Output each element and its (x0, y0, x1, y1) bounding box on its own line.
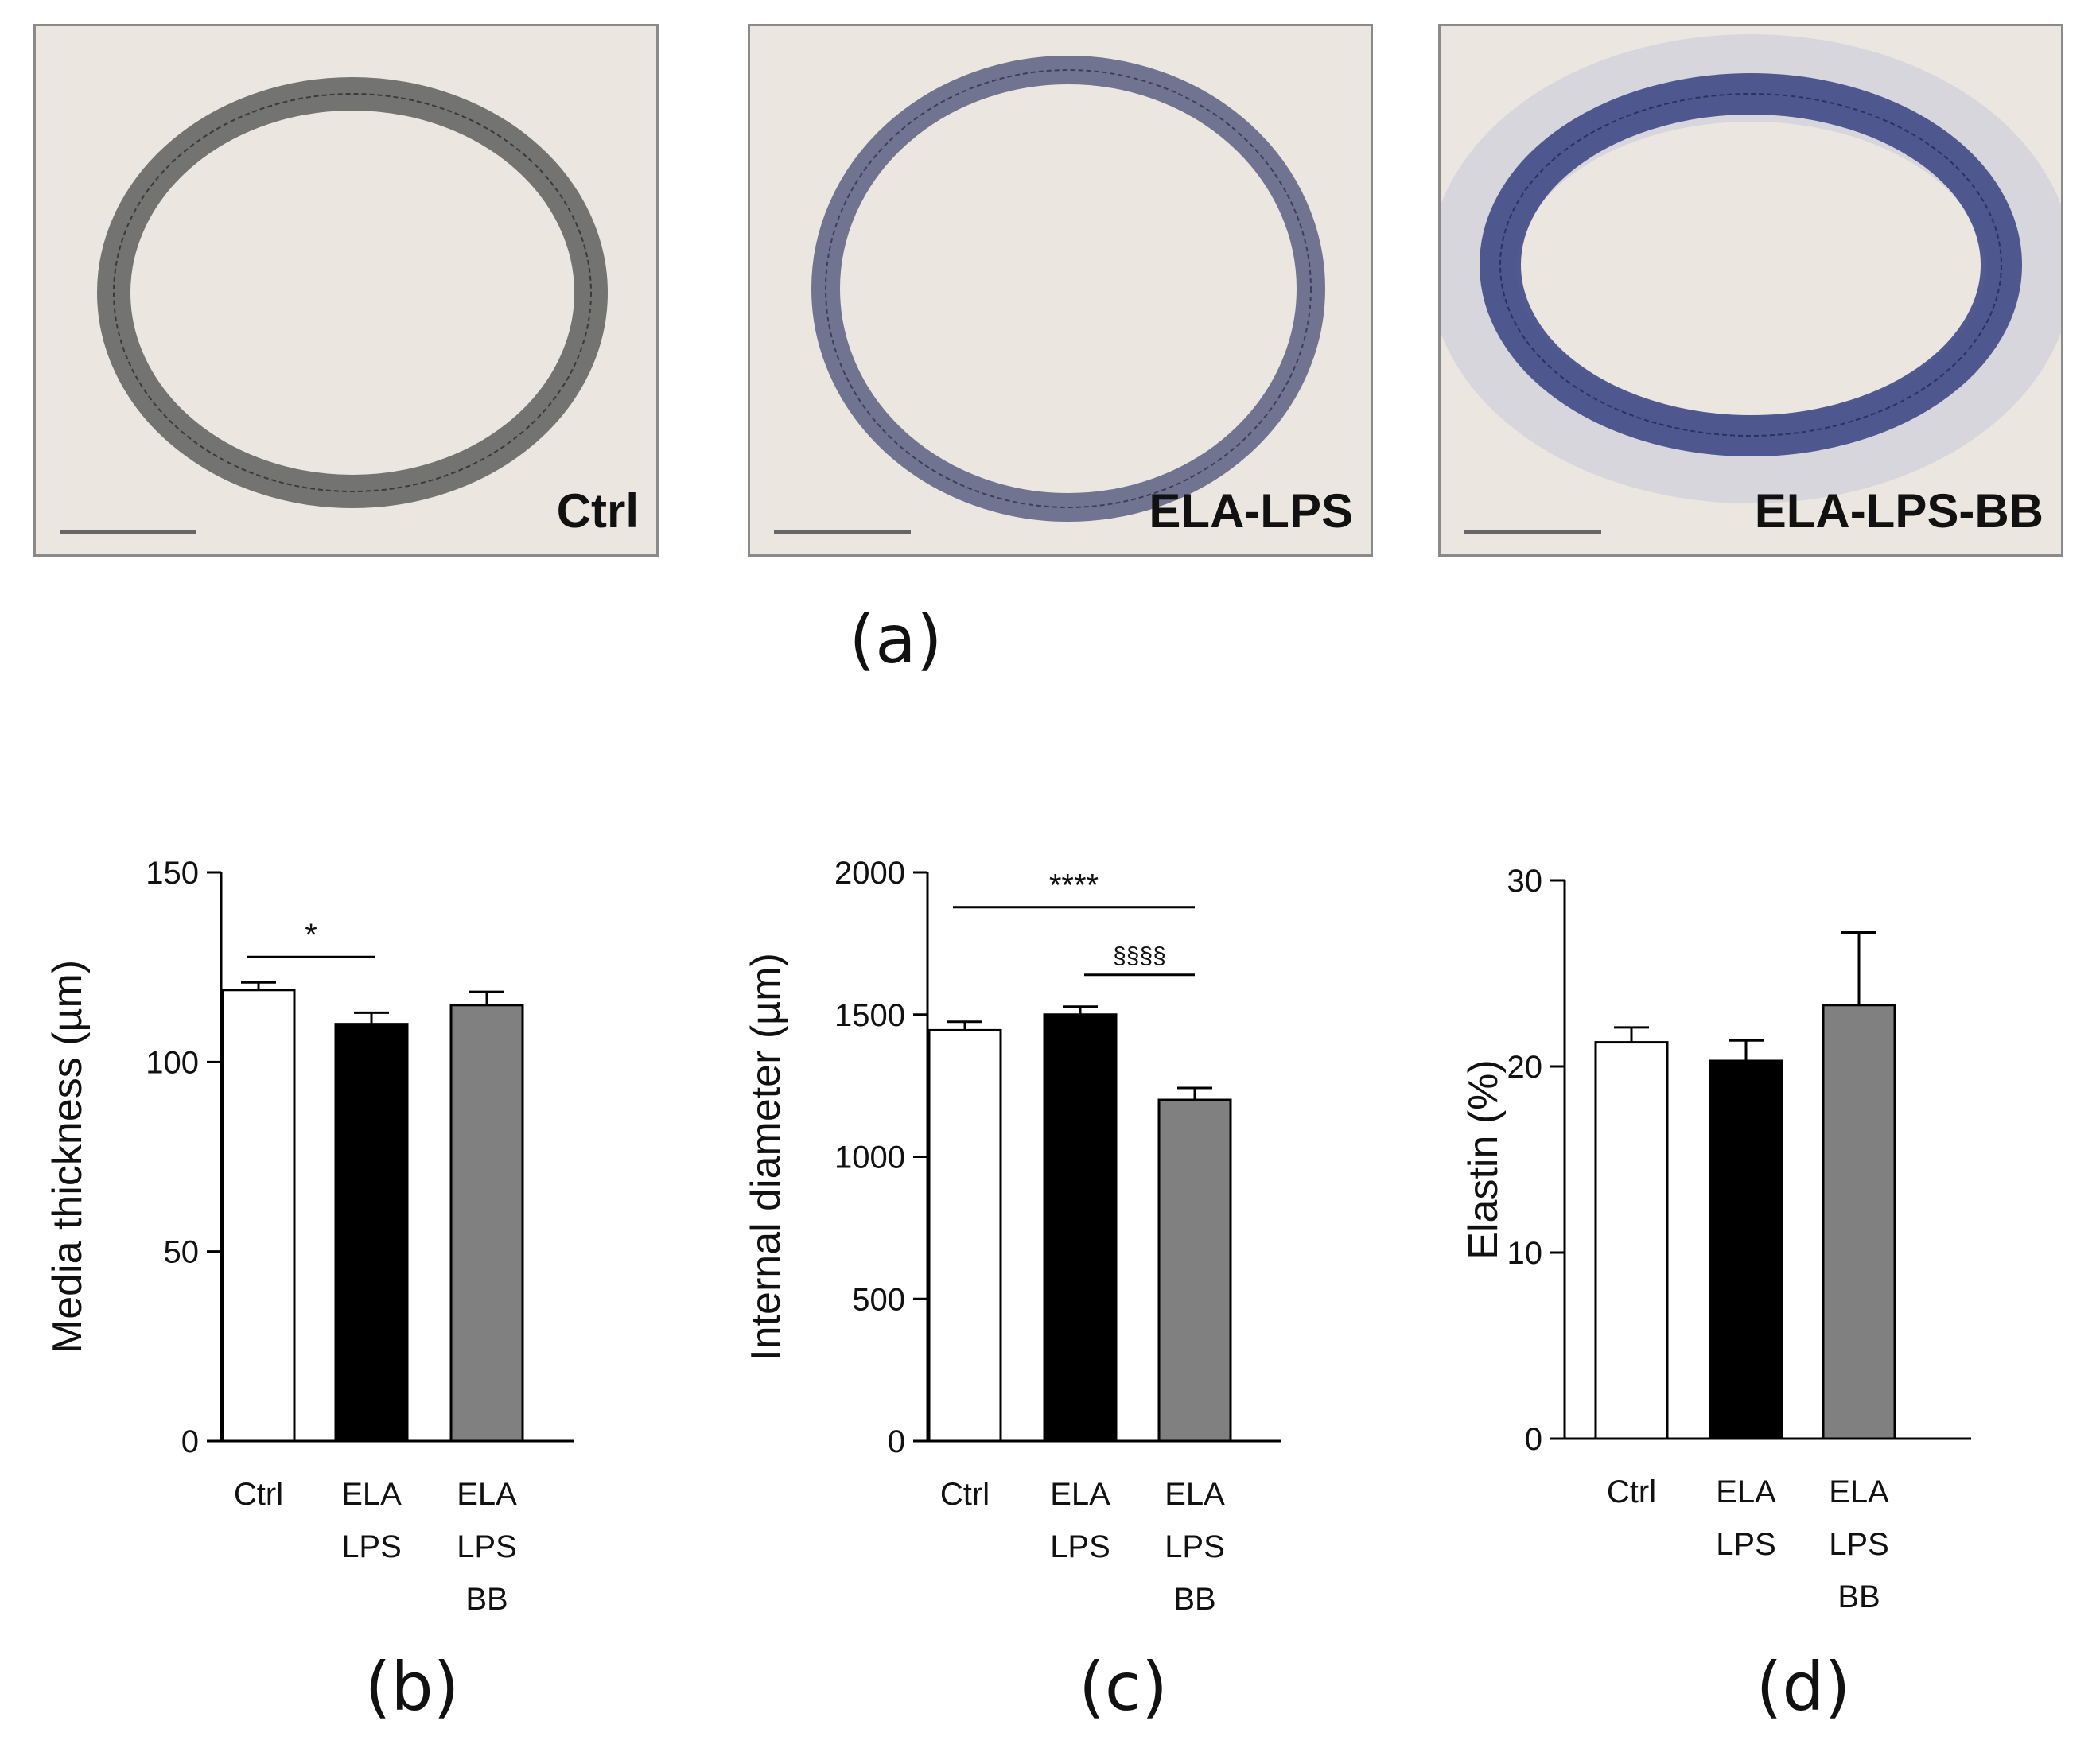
y-tick-label: 2000 (834, 856, 905, 891)
y-tick-label: 1500 (834, 998, 905, 1033)
bar (1043, 1013, 1118, 1443)
vessel-ring-ctrl (97, 77, 608, 508)
bar (334, 1023, 409, 1443)
x-tick-label: ELA (1165, 1477, 1225, 1512)
vessel-ring-ela-lps-bb (1441, 34, 2061, 503)
x-tick-label: BB (1173, 1582, 1215, 1617)
x-tick-label: Ctrl (940, 1477, 990, 1512)
x-tick-label: Ctrl (234, 1477, 283, 1512)
y-tick-label: 20 (1507, 1050, 1543, 1085)
y-tick-label: 100 (146, 1045, 199, 1080)
x-tick-label: BB (1838, 1579, 1880, 1614)
x-tick-label: LPS (1165, 1529, 1225, 1564)
significance-label: **** (1049, 868, 1099, 903)
significance-label: * (305, 918, 317, 953)
y-tick-label: 150 (146, 856, 199, 891)
y-tick-label: 0 (1525, 1422, 1542, 1457)
y-tick-label: 30 (1507, 864, 1543, 899)
y-tick-label: 10 (1507, 1236, 1543, 1271)
y-tick-label: 500 (852, 1282, 905, 1317)
x-tick-label: LPS (341, 1529, 402, 1564)
y-axis-label: Internal diameter (µm) (743, 953, 789, 1361)
x-tick-label: LPS (1829, 1527, 1889, 1562)
scale-bar (1464, 530, 1601, 534)
bar (928, 1028, 1002, 1443)
x-tick-label: ELA (341, 1477, 402, 1512)
vessel-ring-ela-lps (811, 56, 1325, 522)
panel-label-c: (c) (1079, 1648, 1168, 1726)
bar (449, 1004, 524, 1443)
x-tick-label: ELA (457, 1477, 517, 1512)
panel-label-a: (a) (849, 600, 943, 678)
x-tick-label: BB (465, 1582, 508, 1617)
scale-bar (60, 530, 196, 534)
y-tick-label: 0 (888, 1424, 905, 1459)
x-tick-label: ELA (1716, 1474, 1776, 1509)
significance-label: §§§§ (1113, 943, 1166, 969)
micrograph-label: Ctrl (556, 484, 639, 538)
micrograph-label: ELA-LPS (1149, 484, 1353, 538)
micrograph-label: ELA-LPS-BB (1754, 484, 2044, 538)
x-tick-label: LPS (457, 1529, 517, 1564)
x-tick-label: LPS (1050, 1529, 1110, 1564)
bar (1822, 1004, 1896, 1440)
scale-bar (774, 530, 911, 534)
x-tick-label: Ctrl (1607, 1474, 1656, 1509)
panel-label-d: (d) (1756, 1648, 1851, 1726)
x-tick-label: LPS (1716, 1527, 1776, 1562)
y-axis-label: Elastin (%) (1460, 1059, 1507, 1259)
micrograph-ela-lps: ELA-LPS (748, 24, 1373, 557)
bar (221, 989, 296, 1443)
y-tick-label: 50 (164, 1235, 200, 1270)
micrograph-ctrl: Ctrl (33, 24, 659, 557)
x-tick-label: ELA (1050, 1477, 1110, 1512)
x-tick-label: ELA (1829, 1474, 1889, 1509)
panel-label-b: (b) (364, 1648, 460, 1726)
y-tick-label: 0 (181, 1424, 199, 1459)
bar (1594, 1041, 1669, 1440)
y-axis-label: Media thickness (µm) (45, 960, 91, 1354)
bar (1709, 1059, 1783, 1440)
y-tick-label: 1000 (834, 1140, 905, 1175)
micrograph-ela-lps-bb: ELA-LPS-BB (1438, 24, 2063, 557)
